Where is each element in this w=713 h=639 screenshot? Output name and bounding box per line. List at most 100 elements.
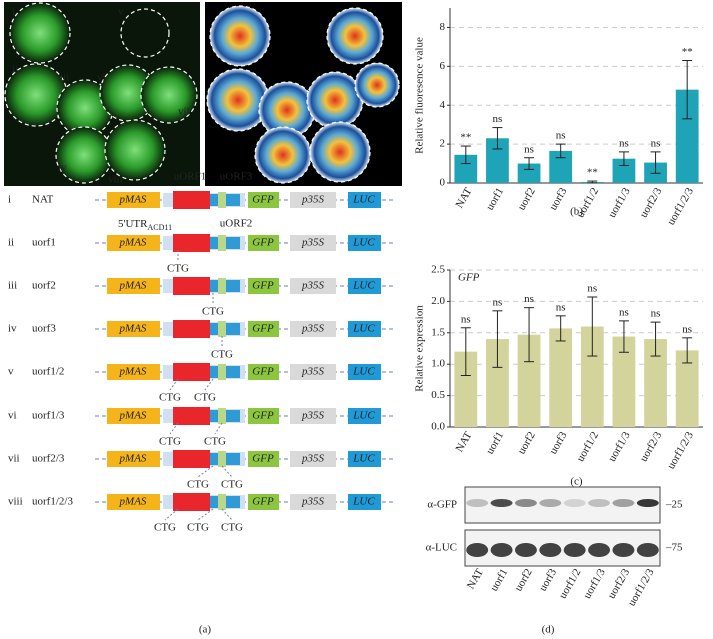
- photo-label: iii: [60, 72, 69, 84]
- p35s-box: [290, 278, 336, 294]
- element-label: p35S: [301, 237, 325, 249]
- x-tick-label: uorf2: [516, 430, 538, 457]
- element-label: pMAS: [119, 194, 147, 206]
- y-tick-label: 1.0: [431, 358, 445, 370]
- element-label: pMAS: [119, 496, 147, 508]
- ctg-pointer: [197, 465, 214, 478]
- y-tick-label: 6: [440, 60, 446, 72]
- panel-label: (b): [570, 206, 583, 218]
- band: [539, 543, 562, 557]
- construct-numeral: iv: [8, 323, 17, 335]
- significance: ns: [461, 313, 471, 325]
- p35s-box: [290, 408, 336, 424]
- construct-name: uorf1/2/3: [32, 496, 73, 508]
- uorf3-box: [218, 321, 226, 337]
- legend-uorf2: uORF2: [220, 218, 252, 230]
- band: [514, 499, 537, 507]
- element-label: LUC: [352, 410, 375, 422]
- element-label: LUC: [352, 453, 375, 465]
- construct-numeral: ii: [8, 237, 14, 249]
- band: [636, 543, 659, 557]
- construct-name: uorf1/2: [32, 366, 64, 378]
- blot-row-label: α-LUC: [426, 542, 457, 554]
- significance: **: [587, 167, 598, 179]
- ctg-label: CTG: [159, 392, 181, 404]
- bar: [612, 158, 636, 183]
- band: [539, 499, 562, 507]
- photo-label: viii: [108, 174, 123, 186]
- element-label: p35S: [301, 496, 325, 508]
- construct-name: uorf2/3: [32, 453, 65, 465]
- gfp-box: [248, 451, 279, 467]
- element-label: pMAS: [119, 410, 147, 422]
- lane-label: uorf2: [512, 567, 534, 594]
- element-label: LUC: [352, 323, 375, 335]
- significance: ns: [493, 296, 503, 308]
- ctg-label: CTG: [202, 306, 224, 318]
- y-tick-label: 0: [440, 177, 446, 189]
- uorf3-box: [218, 278, 226, 294]
- x-tick-label: uorf3: [547, 429, 570, 456]
- ctg-label: CTG: [194, 392, 216, 404]
- pmas-box: [107, 494, 160, 510]
- gfp-box: [248, 235, 279, 251]
- significance: ns: [619, 306, 629, 318]
- pmas-box: [107, 192, 160, 208]
- pmas-box: [107, 451, 160, 467]
- gfp-box: [248, 321, 279, 337]
- bar: [486, 138, 509, 183]
- significance: ns: [651, 308, 661, 320]
- element-label: pMAS: [119, 280, 147, 292]
- p35s-box: [290, 321, 336, 337]
- x-tick-label: uorf2/3: [638, 185, 665, 219]
- element-label: pMAS: [119, 453, 147, 465]
- ctg-label: CTG: [221, 479, 243, 491]
- ctg-pointer: [214, 422, 223, 435]
- legend-uorf3: uORF3: [220, 171, 253, 183]
- ctg-label: CTG: [211, 349, 233, 361]
- ctg-label: CTG: [187, 479, 209, 491]
- bar: [580, 326, 604, 427]
- uorf1-box: [173, 407, 210, 425]
- lane-label: uorf1/2: [557, 567, 584, 601]
- y-tick-label: 2: [440, 138, 446, 150]
- significance: ns: [493, 113, 503, 125]
- significance: **: [682, 46, 693, 58]
- element-label: pMAS: [119, 237, 147, 249]
- x-tick-label: uorf1/2/3: [665, 185, 696, 227]
- construct-name: uorf1/3: [32, 410, 65, 422]
- photo-label: i: [12, 6, 15, 18]
- band: [466, 543, 489, 557]
- element-label: GFP: [252, 496, 274, 508]
- uorf3-box: [218, 451, 226, 467]
- luc-box: [348, 494, 381, 510]
- band: [588, 543, 611, 557]
- bar: [675, 89, 699, 183]
- ctg-label: CTG: [221, 522, 243, 534]
- panel-label: (d): [542, 624, 555, 636]
- significance: ns: [587, 283, 597, 295]
- significance: ns: [556, 130, 566, 142]
- uorf3-box: [218, 192, 226, 208]
- significance: ns: [524, 143, 534, 155]
- construct-name: uorf1: [32, 237, 56, 249]
- ctg-pointer: [221, 465, 233, 478]
- ctg-pointer: [197, 508, 214, 521]
- band: [636, 499, 659, 507]
- legend-utr-sub: ACD11: [147, 223, 172, 232]
- element-label: p35S: [301, 453, 325, 465]
- lane-label: uorf3: [537, 566, 560, 593]
- bar: [612, 336, 636, 427]
- photo-label: vi: [97, 72, 106, 84]
- photo-label: iv: [58, 162, 67, 174]
- y-tick-label: 8: [440, 21, 446, 33]
- uorf3-box: [218, 408, 226, 424]
- panel-label: (c): [570, 476, 583, 488]
- significance: ns: [682, 323, 692, 335]
- gfp-box: [248, 192, 279, 208]
- x-tick-label: uorf2: [516, 186, 538, 213]
- uorf1-box: [173, 191, 210, 209]
- band: [588, 499, 611, 507]
- bar: [644, 339, 667, 427]
- construct-numeral: v: [8, 366, 14, 378]
